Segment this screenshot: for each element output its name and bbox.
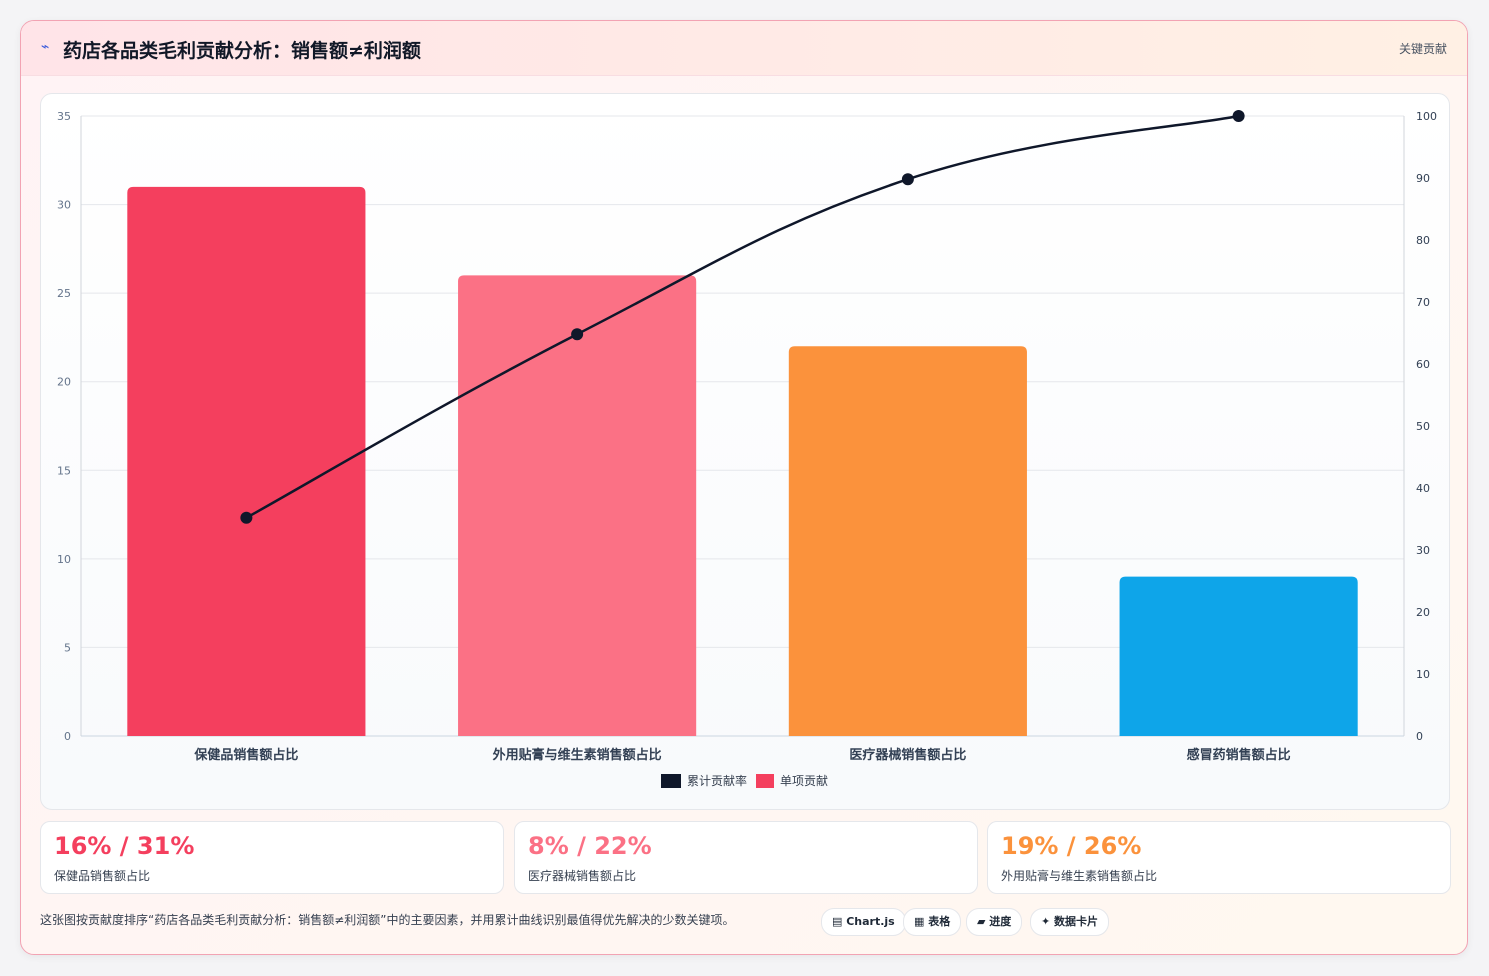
y-right-tick-label: 70	[1416, 296, 1430, 309]
stat-card-3: 19% / 26% 外用贴膏与维生素销售额占比	[987, 821, 1451, 894]
y-right-tick-label: 80	[1416, 234, 1430, 247]
stat-value: 19% / 26%	[1001, 832, 1142, 860]
dashboard-card: ⌁ 药店各品类毛利贡献分析：销售额≠利润额 关键贡献 0 5 10 15 20 25 30 3…	[20, 20, 1468, 955]
pareto-chart: 0 5 10 15 20 25 30 35 0 10 20 30 40 50 60 70 80 90 100 保健品销…	[57, 110, 1437, 788]
x-tick-label: 感冒药销售额占比	[1187, 747, 1291, 763]
y-right-tick-label: 90	[1416, 172, 1430, 185]
x-tick-label: 外用贴膏与维生素销售额占比	[492, 747, 662, 763]
bar-4	[1119, 576, 1358, 736]
chip-chartjs[interactable]: ▤ Chart.js	[821, 908, 906, 936]
y-right-tick-label: 20	[1416, 606, 1430, 619]
x-tick-label: 医疗器械销售额占比	[849, 747, 966, 763]
page-title: 药店各品类毛利贡献分析：销售额≠利润额	[63, 40, 421, 62]
y-left-tick-label: 30	[57, 199, 71, 212]
y-right-tick-label: 40	[1416, 482, 1430, 495]
y-right-tick-label: 100	[1416, 110, 1437, 123]
chip-progress[interactable]: ▰ 进度	[966, 908, 1023, 936]
chart-description: 这张图按贡献度排序“药店各品类毛利贡献分析：销售额≠利润额”中的主要因素，并用累…	[40, 913, 735, 927]
legend-label-single: 单项贡献	[780, 773, 828, 788]
y-left-tick-label: 25	[57, 287, 71, 300]
stat-label: 医疗器械销售额占比	[528, 869, 637, 883]
stat-value: 16% / 31%	[54, 832, 195, 860]
stat-value: 8% / 22%	[528, 832, 652, 860]
y-left-tick-label: 5	[64, 641, 71, 654]
trend-icon: ⌁	[41, 39, 50, 55]
stat-label: 外用贴膏与维生素销售额占比	[1001, 869, 1158, 883]
cumulative-point-1	[240, 511, 253, 524]
cumulative-point-3	[901, 173, 914, 186]
x-tick-label: 保健品销售额占比	[193, 747, 298, 763]
legend-swatch-single	[756, 774, 774, 788]
chip-data-card[interactable]: ✦ 数据卡片	[1030, 908, 1110, 936]
y-right-tick-label: 0	[1416, 730, 1423, 743]
legend-swatch-cumulative	[661, 774, 681, 788]
bar-3	[788, 346, 1027, 736]
y-right-tick-label: 10	[1416, 668, 1430, 681]
bar-1	[127, 186, 366, 736]
stat-label: 保健品销售额占比	[54, 869, 151, 883]
cumulative-line	[245, 114, 1239, 519]
y-left-tick-label: 0	[64, 730, 71, 743]
legend-label-cumulative: 累计贡献率	[687, 773, 747, 788]
cumulative-point-2	[571, 328, 584, 341]
y-left-tick-label: 35	[57, 110, 71, 123]
stat-card-1: 16% / 31% 保健品销售额占比	[40, 821, 504, 894]
y-right-tick-label: 30	[1416, 544, 1430, 557]
chart-panel: 0 5 10 15 20 25 30 35 0 10 20 30 40 50 60 70 80 90 100 保健品销…	[40, 93, 1450, 810]
bar-2	[458, 275, 697, 736]
chip-table[interactable]: ▦ 表格	[903, 908, 962, 936]
y-right-tick-label: 60	[1416, 358, 1430, 371]
y-left-tick-label: 20	[57, 376, 71, 389]
y-right-tick-label: 50	[1416, 420, 1430, 433]
y-left-tick-label: 10	[57, 553, 71, 566]
card-header: ⌁ 药店各品类毛利贡献分析：销售额≠利润额 关键贡献	[21, 21, 1467, 76]
header-tag: 关键贡献	[1398, 42, 1447, 56]
stat-card-2: 8% / 22% 医疗器械销售额占比	[514, 821, 978, 894]
cumulative-point-4	[1232, 110, 1245, 122]
y-left-tick-label: 15	[57, 464, 71, 477]
